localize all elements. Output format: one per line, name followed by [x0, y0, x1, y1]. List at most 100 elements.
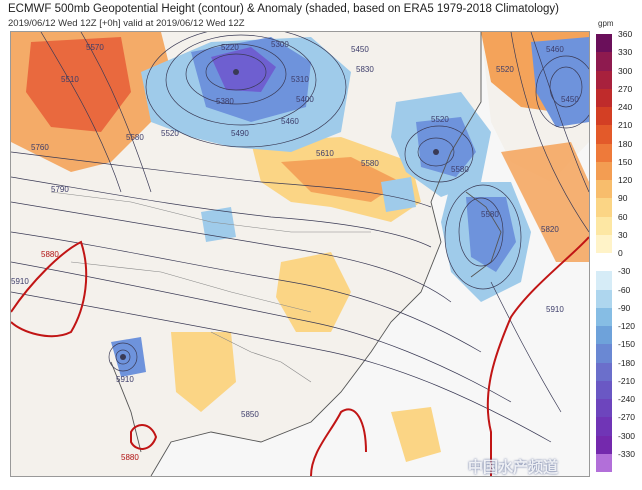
cool-anomaly-manchuria-mid [416, 117, 476, 177]
contour-label: 5520 [161, 129, 179, 138]
colorbar-tick-label: -150 [618, 339, 636, 350]
colorbar-tick-label: -90 [618, 302, 631, 313]
contour-low-siberia-1 [205, 53, 267, 91]
colorbar-tick-label: -30 [618, 266, 631, 277]
contour-5880-west [11, 240, 88, 338]
contour-west-1 [40, 32, 122, 193]
colorbar-swatch [596, 52, 612, 71]
contour-label: 5520 [496, 65, 514, 74]
cool-anomaly-central [201, 207, 236, 242]
colorbar-tick-label: 180 [618, 138, 633, 149]
colorbar-swatch [596, 70, 612, 90]
warm-anomaly-core [26, 37, 131, 132]
contour-east-1 [510, 32, 589, 233]
colorbar-unit: gpm [598, 19, 614, 28]
low-center-india [120, 354, 126, 360]
contour-mid-3 [11, 201, 452, 303]
contour-5880 [11, 236, 589, 476]
coastline-india [110, 361, 142, 453]
colorbar-swatch [596, 399, 612, 418]
contour-label: 5310 [291, 75, 309, 84]
colorbar-tick-label: 210 [618, 120, 633, 131]
colorbar-tick-label: -270 [618, 412, 636, 423]
contour-5880-east [486, 236, 589, 476]
coastline-japan [465, 191, 502, 278]
colorbar-swatch [596, 143, 612, 163]
contour-label: 5400 [296, 95, 314, 104]
map-panel: 5220 5300 5310 5380 5570 5400 5450 5460 … [10, 31, 590, 477]
colorbar-tick-label: 30 [618, 229, 628, 240]
colorbar-tick-label: 360 [618, 29, 633, 39]
warm-anomaly-mongolia-core [281, 157, 401, 202]
chart-title: ECMWF 500mb Geopotential Height (contour… [8, 3, 560, 15]
contour-label: 5380 [216, 97, 234, 106]
colorbar-swatch [596, 88, 612, 108]
contour-mid-2 [11, 176, 432, 248]
colorbar-tick-label: 270 [618, 83, 633, 94]
warm-anomaly-pacific [501, 142, 589, 262]
contour-low-northeast-1 [549, 66, 583, 108]
colorbar-swatch [596, 107, 612, 126]
contour-mid-5 [11, 261, 512, 403]
colorbar-tick-label: 330 [618, 47, 633, 58]
contour-east-3 [490, 281, 562, 413]
warm-anomaly-china [276, 252, 351, 332]
contour-labels: 5220 5300 5310 5380 5570 5400 5450 5460 … [11, 40, 579, 462]
contour-label: 5520 [431, 115, 449, 124]
anomaly-shading [11, 32, 589, 462]
contour-label: 5790 [51, 185, 69, 194]
colorbar-swatch [596, 180, 612, 199]
colorbar-swatch [596, 435, 612, 455]
colorbar-swatch [596, 234, 612, 254]
contour-label: 5830 [356, 65, 374, 74]
contour-label: 5820 [541, 225, 559, 234]
contour-label: 5910 [11, 277, 29, 286]
contour-label: 5610 [316, 149, 334, 158]
contour-label: 5490 [231, 129, 249, 138]
border-line-3 [210, 331, 312, 383]
contour-mid-6 [11, 291, 552, 443]
colorbar-swatch [596, 125, 612, 144]
colorbar-swatch [596, 198, 612, 217]
contour-low-manchuria-2 [404, 125, 474, 183]
warm-anomaly-bay-of-bengal [171, 332, 236, 412]
contour-label: 5450 [561, 95, 579, 104]
colorbar-tick-label: 90 [618, 193, 628, 204]
contour-mid-4 [11, 231, 482, 353]
colorbar-swatch [596, 34, 612, 53]
low-center-manchuria [433, 149, 439, 155]
contour-low-siberia-3 [165, 34, 317, 126]
contour-label: 5510 [61, 75, 79, 84]
colorbar-tick-label: -120 [618, 321, 636, 331]
contour-5880-srilanka [130, 424, 158, 450]
cool-anomaly-small [381, 177, 416, 212]
colorbar-swatch [596, 161, 612, 181]
contour-low-india-1 [115, 349, 131, 365]
cool-anomaly-japan-mid [466, 197, 516, 272]
border-line-1 [50, 191, 371, 233]
coastline-east-asia [150, 32, 482, 476]
contour-label: 5760 [31, 143, 49, 152]
colorbar-tick-label: 120 [618, 175, 633, 185]
map-canvas: 5220 5300 5310 5380 5570 5400 5450 5460 … [11, 32, 589, 476]
colorbar-swatch [596, 271, 612, 290]
colorbar-tick-label: 0 [618, 248, 623, 258]
colorbar-tick-label: -180 [618, 357, 636, 368]
colorbar [596, 34, 612, 472]
contour-label: 5570 [86, 43, 104, 52]
colorbar-swatch [596, 289, 612, 309]
contour-label: 5910 [546, 305, 564, 314]
colorbar-tick-label: -210 [618, 375, 636, 386]
contour-low-northeast-2 [535, 55, 589, 129]
contour-low-japan-1 [458, 197, 504, 267]
contour-label: 5580 [126, 133, 144, 142]
colorbar-swatch [596, 216, 612, 236]
cool-anomaly-northeast [531, 37, 589, 127]
colorbar-tick-label: 150 [618, 156, 633, 167]
cool-anomaly-siberia-core [211, 47, 276, 92]
colorbar-tick-label: -300 [618, 430, 636, 441]
contour-label: 5220 [221, 43, 239, 52]
colorbar-extension-low [596, 453, 612, 472]
contour-west-2 [80, 32, 152, 193]
colorbar-swatch [596, 344, 612, 363]
